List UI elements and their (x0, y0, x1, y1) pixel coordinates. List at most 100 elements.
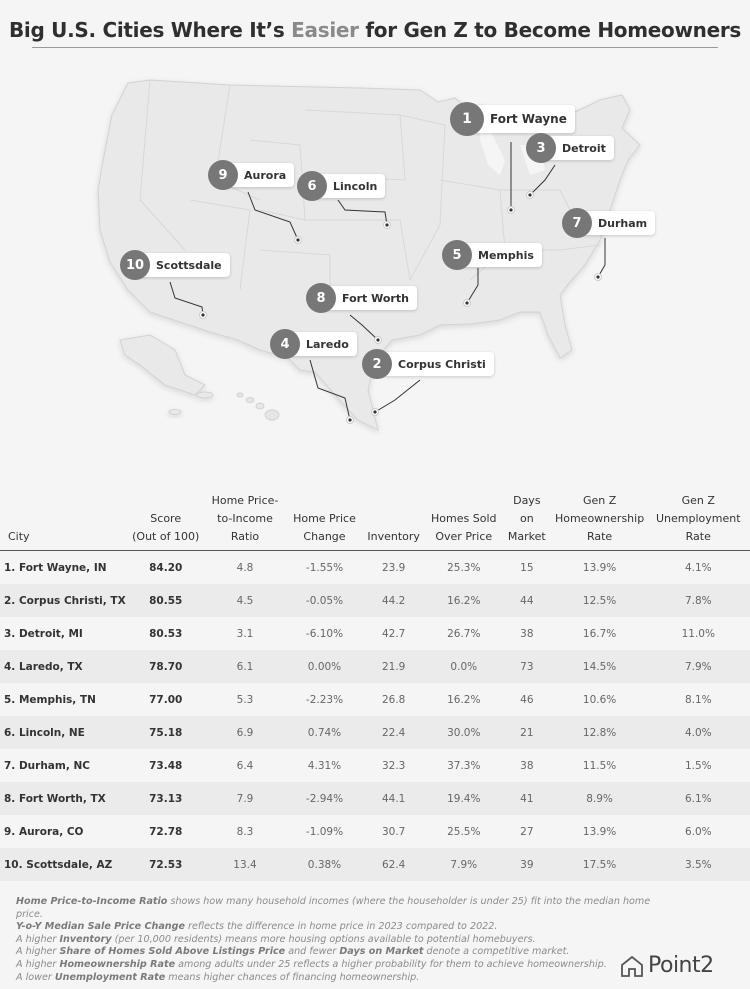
note-line: A lower Unemployment Rate means higher c… (16, 971, 420, 983)
table-cell: 16.7% (582, 627, 617, 640)
city-location-dot (509, 208, 513, 212)
table-cell: 26.7% (447, 627, 481, 640)
table-row: 8. Fort Worth, TX 73.13 7.9 -2.94% 44.1 19.4%… (0, 782, 750, 815)
column-header: Homes Sold Over Price (426, 492, 502, 551)
table-cell: 16.2% (447, 693, 481, 706)
rankings-table: City Score (Out of 100) Home Price-to-Incom… (0, 492, 750, 881)
table-cell: 10.6% (582, 693, 617, 706)
table-cell: 8.3 (236, 825, 254, 838)
table-cell: 4.1% (684, 561, 712, 574)
table-cell: 44 (501, 584, 553, 617)
city-name-cell: 4. Laredo, TX (0, 650, 130, 683)
table-cell: 4.0% (646, 716, 750, 749)
table-cell: 80.55 (129, 584, 202, 617)
pin-rank-badge: 7 (562, 208, 592, 238)
table-row: 10. Scottsdale, AZ 72.53 13.4 0.38% 62.4 7.9%… (0, 848, 750, 881)
city-name-cell: 10. Scottsdale, AZ (0, 848, 130, 881)
city-name-cell: 3. Detroit, MI (4, 627, 83, 640)
city-name-cell: 6. Lincoln, NE (0, 716, 130, 749)
table-cell: 72.78 (149, 825, 183, 838)
title-divider (32, 47, 718, 48)
city-location-dot (596, 275, 600, 279)
table-cell: 6.0% (684, 825, 712, 838)
column-header: Score (Out of 100) (129, 492, 202, 551)
table-cell: 44.1 (360, 782, 427, 815)
city-name-cell: 7. Durham, NC (4, 759, 90, 772)
map-pin-scottsdale: 10 Scottsdale (120, 250, 230, 280)
table-cell: 78.70 (129, 650, 202, 683)
pin-rank-badge: 3 (526, 133, 556, 163)
city-location-dot (296, 238, 300, 242)
map-pin-fort-wayne: 1 Fort Wayne (450, 102, 575, 136)
note-line: A higher Share of Homes Sold Above Listi… (16, 946, 570, 958)
table-cell: 13.9% (582, 825, 617, 838)
table-cell: 32.3 (381, 759, 406, 772)
table-cell: 17.5% (552, 848, 647, 881)
pin-city-label: Fort Worth (322, 286, 417, 310)
table-cell: 0.0% (426, 650, 502, 683)
table-cell: 13.9% (582, 561, 617, 574)
table-cell: 0.74% (288, 716, 361, 749)
methodology-notes: Home Price-to-Income Ratio shows how man… (16, 896, 666, 984)
table-cell: 1.5% (684, 759, 712, 772)
table-cell: -2.94% (288, 782, 361, 815)
table-cell: 84.20 (149, 561, 183, 574)
table-cell: 11.0% (681, 627, 715, 640)
pin-rank-badge: 6 (297, 171, 327, 201)
table-cell: 7.8% (646, 584, 750, 617)
table-cell: 12.8% (552, 716, 647, 749)
pin-rank-badge: 5 (442, 240, 472, 270)
table-cell: 73.48 (149, 759, 183, 772)
column-header: Days on Market (501, 492, 553, 551)
pin-rank-badge: 8 (306, 283, 336, 313)
table-cell: 80.53 (149, 627, 183, 640)
pin-rank-badge: 1 (450, 102, 484, 136)
map-pin-fort-worth: 8 Fort Worth (306, 283, 417, 313)
table-row: 7. Durham, NC 73.48 6.4 4.31% 32.3 37.3% 38 11.… (0, 749, 750, 782)
map-pin-durham: 7 Durham (562, 208, 656, 238)
table-row: 9. Aurora, CO 72.78 8.3 -1.09% 30.7 25.5% 27 13… (0, 815, 750, 848)
column-header: Inventory (360, 492, 427, 551)
table-header-row: City Score (Out of 100) Home Price-to-Incom… (0, 492, 750, 551)
house-logo-icon (621, 955, 643, 977)
pin-leader-line (597, 238, 606, 278)
table-cell: 44.2 (360, 584, 427, 617)
table-cell: 4.8 (236, 561, 254, 574)
city-location-dot (385, 223, 389, 227)
table-row: 5. Memphis, TN 77.00 5.3 -2.23% 26.8 16.2% 46 1… (0, 683, 750, 716)
table-cell: 7.9 (201, 782, 289, 815)
table-cell: 25.3% (447, 561, 481, 574)
city-location-dot (376, 338, 380, 342)
map-pin-lincoln: 6 Lincoln (297, 171, 386, 201)
table-cell: 38 (520, 759, 534, 772)
table-row: 6. Lincoln, NE 75.18 6.9 0.74% 22.4 30.0% 21 12… (0, 716, 750, 749)
city-location-dot (348, 418, 352, 422)
table-row: 4. Laredo, TX 78.70 6.1 0.00% 21.9 0.0% 73 14.5… (0, 650, 750, 683)
table-cell: 72.53 (129, 848, 202, 881)
pin-leader-line (169, 281, 204, 316)
city-location-dot (373, 410, 377, 414)
table-cell: 73 (501, 650, 553, 683)
table-cell: 38 (520, 627, 534, 640)
table-cell: 39 (501, 848, 553, 881)
table-cell: 16.2% (426, 584, 502, 617)
note-line: A higher Homeownership Rate among adults… (16, 958, 607, 970)
column-header: City (0, 492, 130, 551)
city-location-dot (201, 313, 205, 317)
pin-rank-badge: 4 (270, 329, 300, 359)
city-location-dot (465, 301, 469, 305)
table-cell: 15 (520, 561, 534, 574)
column-header: Home Price-to-Income Ratio (201, 492, 289, 551)
point2-logo: Point2 (620, 953, 714, 978)
note-line: A higher Inventory (per 10,000 residents… (16, 933, 536, 945)
note-line: Y-o-Y Median Sale Price Change reflects … (16, 921, 498, 933)
table-cell: -6.10% (305, 627, 344, 640)
title-text-end: for Gen Z to Become Homeowners (358, 18, 742, 42)
pin-leader-lines (169, 142, 606, 424)
table-cell: -1.55% (305, 561, 344, 574)
city-name-cell: 5. Memphis, TN (4, 693, 96, 706)
column-header: Gen Z Unemployment Rate (646, 492, 750, 551)
table-cell: 5.3 (236, 693, 254, 706)
table-cell: 73.13 (129, 782, 202, 815)
table-cell: -1.09% (305, 825, 344, 838)
